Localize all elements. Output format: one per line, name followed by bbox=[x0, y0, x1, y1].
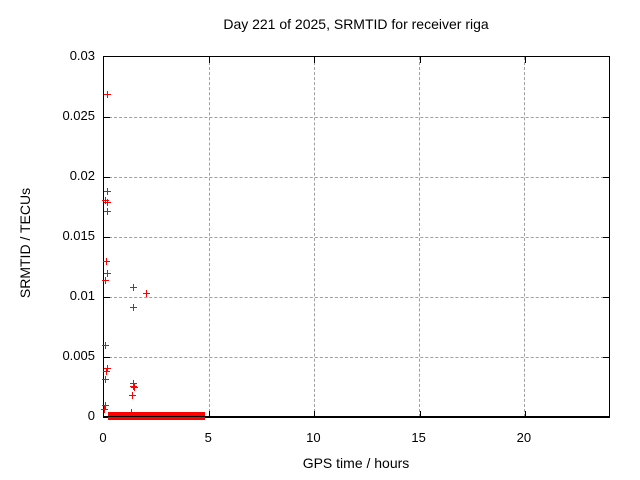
data-point-marker bbox=[102, 368, 110, 376]
data-point-marker bbox=[128, 392, 136, 400]
y-tick-label: 0.025 bbox=[62, 108, 95, 123]
data-point-marker bbox=[142, 290, 150, 298]
x-tick-label: 0 bbox=[99, 430, 107, 445]
data-point-marker bbox=[102, 342, 110, 349]
y-tick-label: 0.03 bbox=[69, 48, 95, 63]
data-point-marker bbox=[104, 207, 112, 215]
data-point-marker bbox=[103, 91, 111, 99]
y-tick-label: 0.005 bbox=[62, 348, 95, 363]
data-point-marker bbox=[129, 382, 137, 390]
x-axis-label: GPS time / hours bbox=[302, 455, 410, 471]
x-tick-mark-bottom bbox=[524, 411, 526, 417]
data-point-marker bbox=[102, 402, 110, 409]
y-tick-mark-right bbox=[603, 297, 609, 298]
y-tick-label: 0 bbox=[87, 408, 95, 423]
data-point-marker bbox=[101, 405, 109, 413]
x-tick-label: 20 bbox=[516, 430, 532, 445]
y-tick-label: 0.02 bbox=[69, 168, 95, 183]
y-tick-mark-left bbox=[104, 357, 110, 358]
y-tick-mark-left bbox=[104, 117, 110, 118]
h-gridline bbox=[104, 296, 609, 298]
x-tick-mark-bottom bbox=[419, 411, 421, 417]
x-tick-mark-top bbox=[419, 57, 421, 63]
x-axis-line bbox=[104, 416, 609, 417]
data-point-marker bbox=[129, 303, 137, 311]
v-gridline bbox=[524, 57, 526, 417]
x-tick-label: 5 bbox=[204, 430, 212, 445]
data-point-marker bbox=[130, 284, 138, 292]
data-point-marker bbox=[102, 258, 110, 265]
v-gridline bbox=[208, 57, 210, 417]
data-point-marker bbox=[103, 270, 111, 277]
x-tick-label: 15 bbox=[411, 430, 426, 445]
x-tick-label: 10 bbox=[306, 430, 321, 445]
v-gridline bbox=[419, 57, 421, 417]
data-point-marker bbox=[130, 384, 138, 391]
data-point-marker bbox=[103, 199, 111, 207]
y-tick-mark-right bbox=[603, 177, 609, 178]
y-tick-label: 0.015 bbox=[62, 228, 95, 243]
y-tick-mark-left bbox=[104, 177, 110, 178]
x-tick-mark-top bbox=[314, 57, 316, 63]
h-gridline bbox=[104, 236, 609, 238]
data-point-marker bbox=[103, 364, 111, 372]
data-point-marker bbox=[102, 375, 110, 383]
h-gridline bbox=[104, 116, 609, 118]
y-tick-mark-left bbox=[104, 237, 110, 238]
y-tick-mark-left bbox=[104, 297, 110, 298]
y-axis-label: SRMTID / TECUs bbox=[17, 187, 33, 299]
h-gridline bbox=[104, 176, 609, 178]
data-point-marker bbox=[102, 277, 110, 285]
x-tick-mark-bottom bbox=[314, 411, 316, 417]
y-tick-mark-right bbox=[603, 357, 609, 358]
h-gridline bbox=[104, 356, 609, 358]
x-tick-mark-bottom bbox=[209, 411, 211, 417]
plot-area bbox=[101, 56, 610, 420]
v-gridline bbox=[313, 57, 315, 417]
y-tick-mark-right bbox=[603, 117, 609, 118]
data-point-marker bbox=[104, 188, 112, 196]
x-tick-mark-top bbox=[209, 57, 211, 63]
data-point-marker bbox=[102, 196, 110, 204]
y-tick-label: 0.01 bbox=[69, 288, 95, 303]
x-tick-mark-top bbox=[524, 57, 526, 63]
chart-title: Day 221 of 2025, SRMTID for receiver rig… bbox=[223, 16, 489, 32]
y-tick-mark-right bbox=[603, 237, 609, 238]
data-point-marker bbox=[127, 409, 135, 417]
